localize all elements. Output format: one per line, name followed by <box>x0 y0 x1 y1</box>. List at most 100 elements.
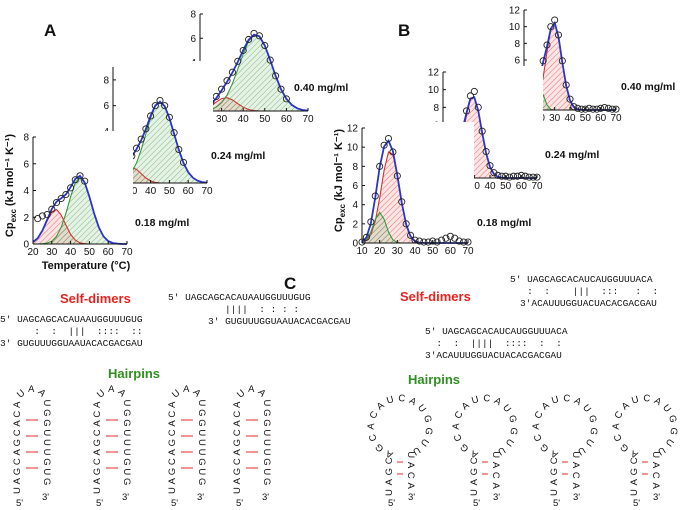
data-point <box>76 172 84 180</box>
data-point <box>558 57 566 65</box>
pairing: : : ||| :::: :: <box>0 326 143 337</box>
x-tick-label: 30 <box>216 114 228 125</box>
data-point <box>597 104 605 112</box>
concentration-label: 0.18 mg/ml <box>135 217 189 229</box>
x-tick-label: 40 <box>65 247 77 258</box>
data-point <box>282 95 290 103</box>
three-prime-end: 3' <box>42 492 49 503</box>
fit-line <box>199 33 309 112</box>
data-point <box>464 238 472 246</box>
data-point <box>581 105 589 113</box>
data-point <box>446 232 454 240</box>
hairpin-sequence: UAGCAGCACAUAAUGGUUUGUG <box>92 384 132 494</box>
component-area <box>362 151 468 243</box>
strand-top: 5' UAGCAGCACAUAAUGGUUUGUG <box>168 292 311 303</box>
data-point <box>52 198 61 207</box>
data-point <box>156 96 164 105</box>
y-tick-label: 10 <box>509 22 521 33</box>
y-tick-label: 0 <box>23 240 29 251</box>
data-point <box>547 23 555 31</box>
y-axis-units: (kJ mol⁻¹ K⁻¹) <box>4 134 16 206</box>
y-tick-label: 2 <box>352 219 358 230</box>
x-tick-label: 50 <box>84 247 96 258</box>
x-tick-label: 40 <box>238 114 250 125</box>
y-tick-label: 2 <box>23 213 29 224</box>
hairpin-sequence-path: UAGCAGCACAUAAUGGUUUGUG <box>232 384 269 494</box>
component-area <box>33 177 127 244</box>
panel-label: A <box>44 21 56 40</box>
data-point <box>371 192 379 200</box>
data-point <box>142 125 150 133</box>
three-prime-end: 3' <box>122 492 129 503</box>
five-prime-end: 5' <box>96 498 103 509</box>
data-point <box>455 237 463 245</box>
hairpin-sequence-path: UAGCAGCACAUAAUGGUUUGUG <box>92 384 129 494</box>
y-axis-units: (kJ mol⁻¹ K⁻¹) <box>333 129 345 201</box>
three-prime-end: 3' <box>573 492 580 503</box>
y-tick-label: 4 <box>352 200 358 211</box>
hairpin-sequence: UAGCAGCACAUCAUGGUUUACA <box>531 393 600 496</box>
hairpin-sequence-path: UAGCAGCACAUAAUGGUUUGUG <box>167 384 204 494</box>
hairpin-sequence: UAGCAGCACAUCAUGGUUUACA <box>611 393 680 496</box>
data-point <box>255 32 263 40</box>
five-prime-end: 5' <box>16 498 23 509</box>
data-point <box>589 105 597 113</box>
y-tick-label: 0 <box>352 239 358 250</box>
x-tick-label: 40 <box>564 113 576 124</box>
data-point <box>175 145 183 154</box>
hairpin-backbone <box>240 392 264 494</box>
strand-top: 5' UAGCAGCACAUCAUGGUUUACA <box>425 326 568 337</box>
data-point <box>62 190 70 199</box>
strand-bottom: 3'ACAUUUGGUACUACACGACGAU <box>425 350 562 361</box>
y-axis-title: Cpexc (kJ mol⁻¹ K⁻¹) <box>333 129 347 232</box>
x-tick-label: 60 <box>183 186 195 197</box>
data-point <box>460 238 468 246</box>
x-tick-label: 20 <box>27 247 39 258</box>
section-title: Hairpins <box>108 366 160 381</box>
y-axis-symbol: Cp <box>333 217 345 232</box>
data-point <box>529 173 537 181</box>
concentration-label: 0.24 mg/ml <box>211 150 265 162</box>
component-area <box>362 212 468 243</box>
data-point <box>424 238 432 246</box>
data-point <box>442 234 450 242</box>
x-tick-label: 70 <box>302 114 314 125</box>
data-point <box>43 211 51 219</box>
data-point <box>543 41 551 49</box>
data-point <box>261 41 269 50</box>
data-point <box>612 105 620 113</box>
x-tick-label: 70 <box>201 186 213 197</box>
data-point <box>228 68 236 76</box>
fit-line <box>32 174 127 245</box>
data-point <box>272 72 280 80</box>
x-tick-label: 30 <box>549 113 561 124</box>
data-point <box>389 148 397 156</box>
hairpin-sequence-path: UAGCAGCACAUCAUGGUUUACA <box>366 393 431 496</box>
strand-bottom: 3'ACAUUUGGUACUACACGACGAU <box>520 298 657 309</box>
pairing: |||| : : : : <box>168 304 299 315</box>
data-point <box>533 173 541 181</box>
data-point <box>71 176 79 184</box>
component-area <box>524 93 616 110</box>
five-prime-end: 5' <box>236 498 243 509</box>
data-point <box>170 129 178 137</box>
x-tick-label: 50 <box>427 246 439 257</box>
data-point <box>67 184 75 192</box>
data-point <box>474 103 482 111</box>
panel-label: C <box>284 274 296 293</box>
section-title: Hairpins <box>408 372 460 387</box>
data-point <box>165 113 173 121</box>
data-point <box>486 162 494 170</box>
component-area <box>524 22 616 110</box>
x-tick-label: 70 <box>531 181 543 192</box>
data-point <box>398 198 406 206</box>
data-point <box>551 16 559 24</box>
data-point <box>574 104 582 112</box>
data-point <box>429 237 437 245</box>
data-point <box>384 134 393 143</box>
data-point <box>478 127 486 135</box>
hairpin-sequence-path: UAGCAGCACAUCAUGGUUUACA <box>611 393 676 496</box>
x-tick-label: 60 <box>103 247 115 258</box>
x-tick-label: 50 <box>259 114 271 125</box>
